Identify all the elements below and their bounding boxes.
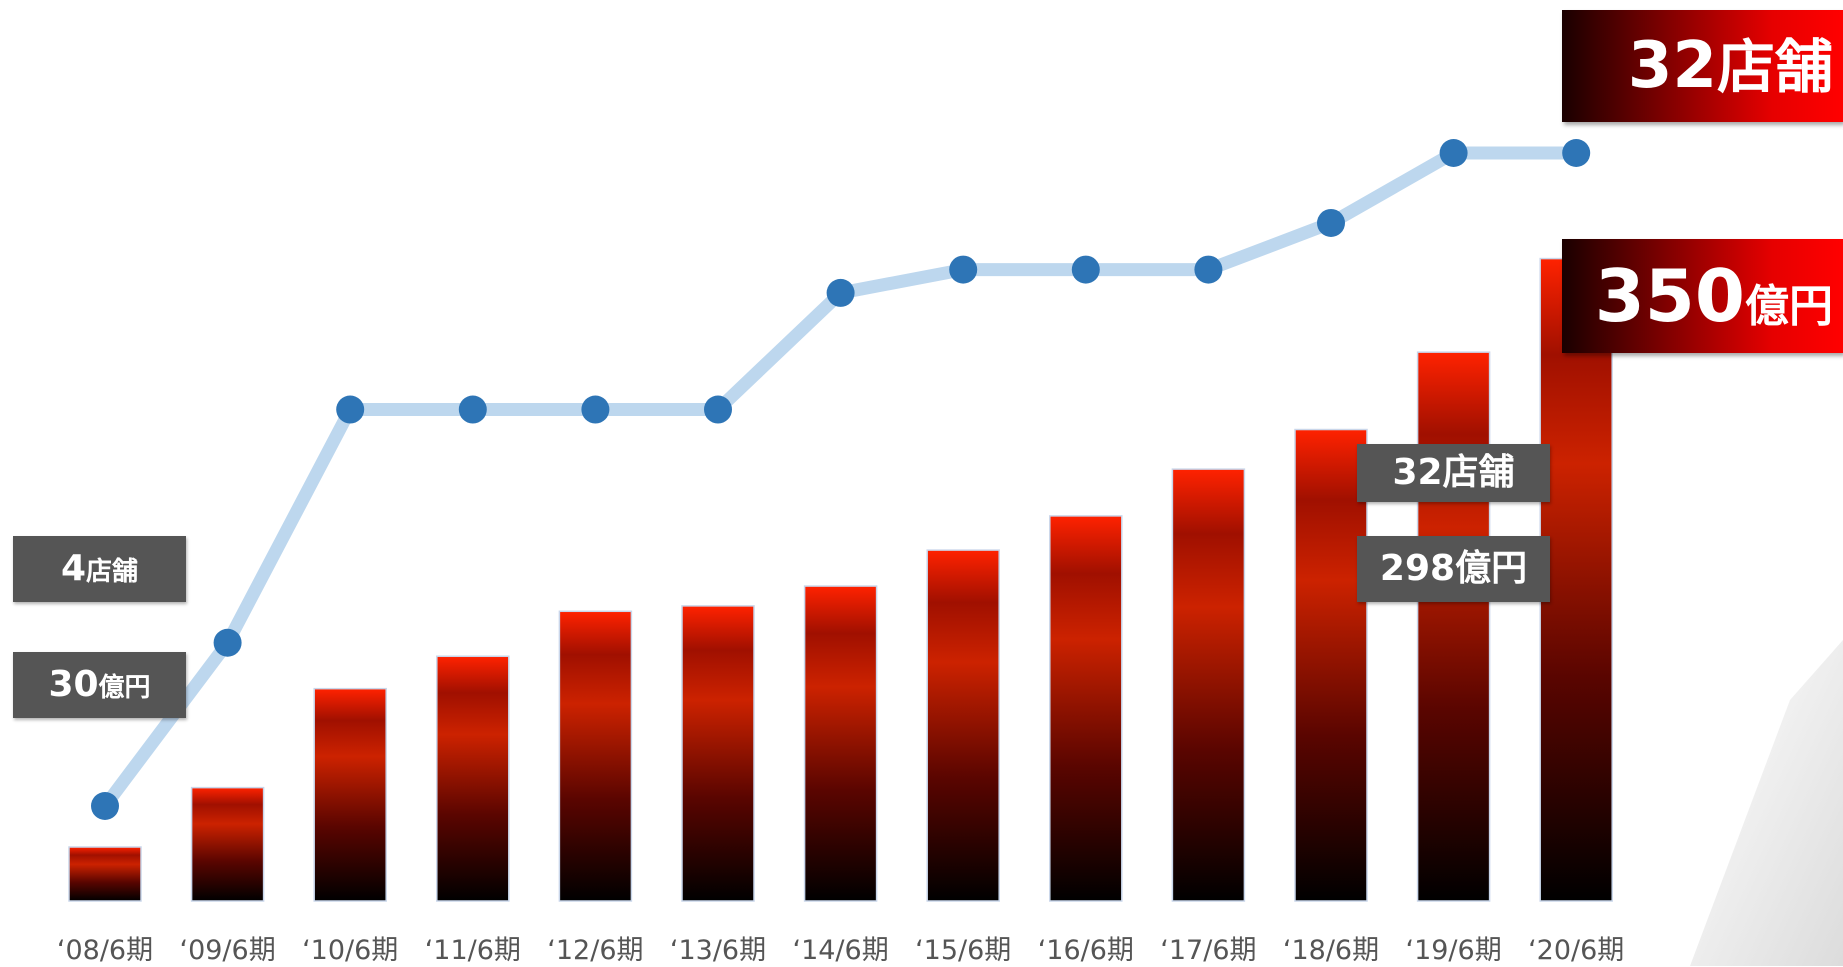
line-point-5: [704, 395, 732, 424]
mid-stores-num: 32: [1392, 452, 1443, 493]
bar-9: [1171, 468, 1246, 902]
end-stores-num: 32: [1627, 29, 1717, 103]
bar-10: [1294, 428, 1368, 902]
x-tick-label: ‘15/6期: [915, 935, 1012, 966]
line-series: [91, 139, 1591, 820]
mid-stores-badge: 32店舗: [1357, 444, 1550, 502]
bar-11: [1416, 351, 1491, 902]
line-point-11: [1439, 139, 1468, 167]
start-stores-num: 4: [60, 548, 87, 589]
line-point-0: [91, 792, 119, 820]
bar-12: [1539, 257, 1613, 902]
x-tick-label: ‘09/6期: [179, 935, 276, 966]
end-sales-num: 350: [1594, 254, 1745, 338]
x-tick-label: ‘12/6期: [547, 935, 644, 966]
start-stores-badge: 4店舗: [13, 536, 186, 602]
start-sales-unit: 億円: [98, 673, 151, 703]
bar-6: [803, 585, 878, 902]
mid-sales-badge: 298億円: [1357, 536, 1550, 602]
end-sales-unit: 億円: [1745, 281, 1833, 332]
bar-7: [926, 549, 1000, 902]
mid-stores-unit: 店舗: [1442, 452, 1515, 493]
line-point-3: [458, 395, 487, 424]
bar-8: [1049, 515, 1123, 902]
x-tick-label: ‘16/6期: [1037, 935, 1134, 966]
x-tick-label: ‘20/6期: [1528, 935, 1625, 966]
bar-4: [558, 610, 633, 902]
x-tick-label: ‘19/6期: [1405, 935, 1502, 966]
line-point-7: [949, 255, 978, 284]
x-tick-label: ‘13/6期: [669, 935, 767, 966]
start-sales-badge: 30億円: [13, 652, 186, 718]
x-tick-label: ‘11/6期: [424, 935, 521, 966]
x-tick-label: ‘17/6期: [1160, 935, 1257, 966]
start-stores-unit: 店舗: [86, 557, 139, 587]
line-point-9: [1194, 255, 1223, 284]
end-sales-badge: 350億円: [1562, 239, 1843, 353]
bar-5: [681, 605, 755, 902]
bar-3: [436, 655, 510, 902]
line-point-12: [1562, 139, 1591, 167]
x-tick-label: ‘14/6期: [792, 935, 889, 966]
bar-1: [190, 786, 265, 902]
decorative-building-shape: [1690, 640, 1843, 966]
x-tick-label: ‘10/6期: [302, 935, 399, 966]
x-tick-label: ‘08/6期: [56, 935, 154, 966]
line-point-8: [1071, 255, 1100, 284]
line-point-6: [826, 278, 855, 307]
bar-0: [68, 846, 142, 902]
line-point-2: [336, 395, 365, 424]
line-point-1: [213, 628, 242, 657]
end-stores-badge: 32店舗: [1562, 10, 1843, 122]
mid-sales-num: 298: [1379, 548, 1456, 589]
line-point-10: [1317, 208, 1345, 237]
start-sales-num: 30: [48, 664, 99, 705]
bar-2: [313, 687, 387, 902]
x-tick-label: ‘18/6期: [1282, 935, 1380, 966]
mid-sales-unit: 億円: [1455, 548, 1528, 589]
line-point-4: [581, 395, 610, 424]
bar-series: [68, 257, 1613, 902]
end-stores-unit: 店舗: [1716, 33, 1833, 101]
